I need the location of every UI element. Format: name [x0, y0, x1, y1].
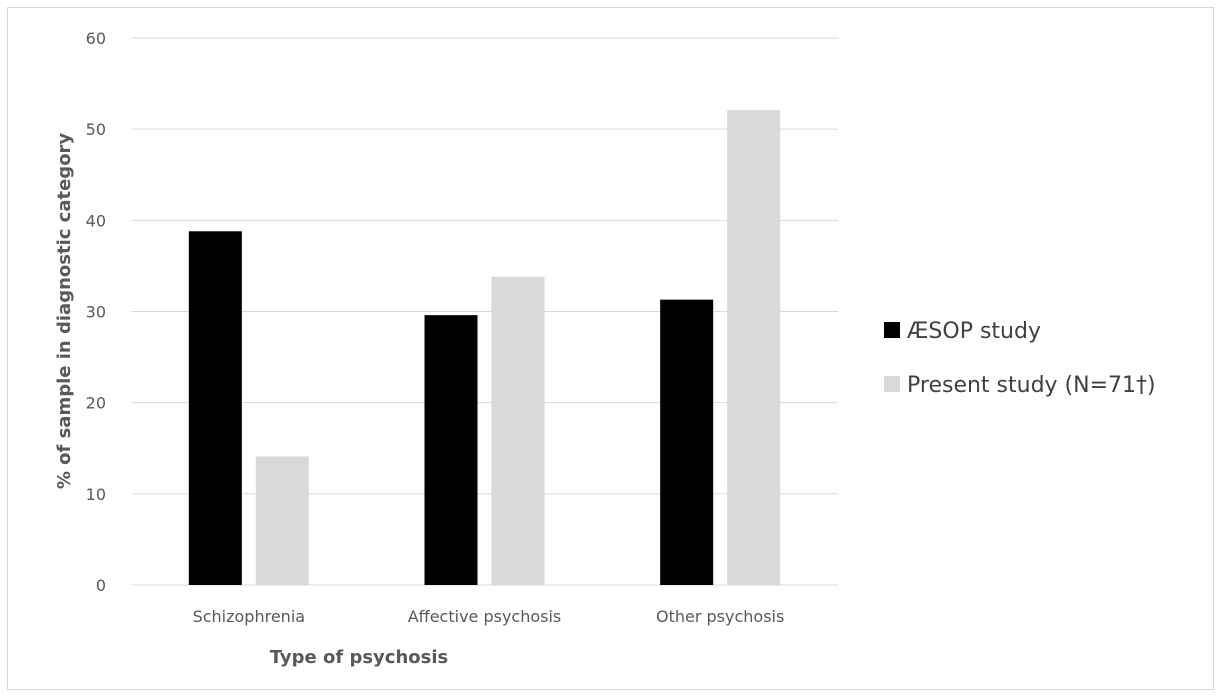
y-tick-label: 60 — [86, 29, 106, 48]
x-axis-title: Type of psychosis — [270, 647, 448, 668]
legend-label: Present study (N=71†) — [907, 373, 1156, 398]
gridlines — [131, 37, 838, 586]
bar-other-psychosis-series-2 — [727, 110, 781, 585]
y-tick-label: 40 — [86, 211, 106, 230]
bar-schizophrenia-series-2 — [255, 456, 309, 585]
chart-frame — [7, 7, 1214, 690]
y-tick-label: 20 — [86, 394, 106, 413]
bar-affective-psychosis-series-1 — [424, 315, 478, 585]
legend-swatch — [884, 322, 900, 338]
x-tick-label: Other psychosis — [656, 607, 784, 626]
y-tick-label: 0 — [96, 576, 106, 595]
x-tick-label: Schizophrenia — [193, 607, 305, 626]
y-axis-title: % of sample in diagnostic category — [54, 133, 75, 490]
bar-other-psychosis-series-1 — [660, 299, 714, 585]
bar-schizophrenia-series-1 — [188, 231, 242, 586]
y-tick-label: 10 — [86, 485, 106, 504]
legend-label: ÆSOP study — [907, 319, 1041, 344]
y-tick-label: 30 — [86, 303, 106, 322]
y-tick-labels: 0 10 20 30 40 50 60 — [86, 29, 106, 595]
bar-affective-psychosis-series-2 — [491, 276, 545, 585]
legend: ÆSOP study Present study (N=71†) — [884, 319, 1156, 398]
legend-swatch — [884, 376, 900, 392]
x-tick-labels: Schizophrenia Affective psychosis Other ps… — [193, 607, 785, 626]
y-tick-label: 50 — [86, 120, 106, 139]
x-tick-label: Affective psychosis — [408, 607, 562, 626]
bars — [188, 110, 781, 586]
